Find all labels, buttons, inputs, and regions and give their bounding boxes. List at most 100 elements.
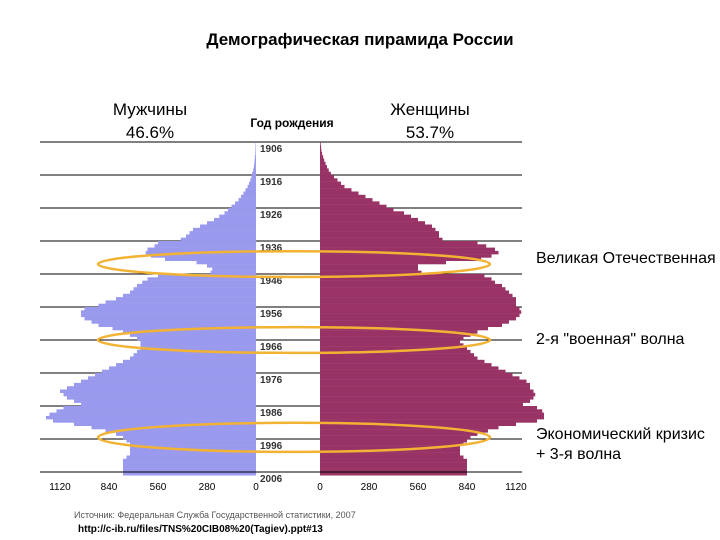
bar-women [320, 429, 488, 433]
bar-women [320, 465, 467, 469]
bar-women [320, 257, 481, 261]
bar-men [147, 277, 256, 281]
bar-men [228, 208, 256, 212]
men-label: Мужчины [112, 100, 188, 119]
bar-women [320, 330, 478, 334]
bar-men [240, 194, 256, 199]
bar-men [123, 359, 256, 364]
bar-men [140, 343, 256, 347]
bar-men [214, 217, 256, 222]
bar-women [320, 267, 418, 271]
bar-women [320, 208, 394, 212]
bar-women [320, 184, 345, 189]
bar-men [123, 472, 256, 476]
bar-men [98, 303, 256, 308]
bar-women [320, 168, 329, 172]
highlight-ellipse [96, 325, 492, 355]
bar-women [320, 231, 439, 235]
bar-women [320, 396, 534, 400]
bar-women [320, 280, 495, 285]
annotation-economic-crisis: Экономический кризис + 3-я волна [536, 426, 705, 463]
bar-women [320, 161, 326, 166]
bar-men [60, 389, 256, 393]
year-tick-label: 1936 [260, 243, 283, 254]
bar-men [210, 270, 256, 275]
bar-men [250, 178, 256, 182]
bar-men [130, 290, 256, 294]
bar-men [84, 307, 256, 311]
bar-women [320, 419, 537, 423]
bar-women [320, 247, 495, 252]
bar-women [320, 336, 464, 341]
bar-men [81, 310, 256, 314]
annotation-second-war-wave: 2-я "военная" волна [536, 331, 685, 348]
bar-women [320, 241, 478, 245]
bar-men [67, 396, 256, 400]
bar-men [253, 168, 256, 172]
year-tick-label: 1906 [260, 144, 283, 155]
bar-men [154, 244, 256, 248]
bar-women [320, 148, 322, 153]
bar-men [189, 231, 256, 235]
bar-women [320, 468, 467, 473]
bar-women [320, 359, 485, 364]
bar-women [320, 379, 527, 384]
year-tick-label: 1956 [260, 309, 283, 320]
bar-men [140, 346, 256, 351]
bar-men [130, 356, 256, 360]
bar-women [320, 244, 487, 248]
bar-women [320, 181, 341, 186]
bar-men [91, 425, 256, 430]
chart-title: Демографическая пирамида России [206, 30, 514, 49]
bar-men [130, 442, 256, 446]
bar-men [249, 181, 256, 186]
bar-men [133, 287, 256, 291]
birth-year-axis-label: Год рождения [250, 116, 334, 130]
bar-women [320, 155, 324, 159]
bar-women [320, 439, 467, 443]
bar-men [105, 300, 256, 304]
bar-women [320, 472, 467, 476]
bar-women [320, 293, 513, 298]
source-url: http://c-ib.ru/files/TNS%20CIB08%20(Tagi… [78, 524, 323, 535]
bar-men [74, 382, 256, 387]
bar-women [320, 224, 432, 228]
bar-women [320, 316, 516, 321]
bar-men [81, 379, 256, 384]
bar-women [320, 425, 499, 430]
bar-women [320, 198, 373, 202]
bar-men [207, 264, 256, 268]
men-share: 46.6% [125, 123, 175, 142]
bar-men [180, 237, 256, 242]
bar-men [130, 333, 256, 337]
bar-women [320, 462, 467, 466]
bar-women [320, 307, 520, 311]
bar-men [74, 399, 256, 403]
bar-women [320, 237, 443, 242]
bar-women [320, 221, 425, 225]
bar-women [320, 409, 543, 413]
bar-men [126, 455, 256, 459]
annotation-great-patriotic-war: Великая Отечественная [536, 250, 716, 267]
bar-men [116, 297, 256, 301]
bar-men [123, 330, 256, 334]
bar-women [320, 211, 404, 215]
bar-women [320, 442, 464, 446]
bar-men [123, 462, 256, 466]
bar-men [98, 323, 256, 327]
bar-women [320, 171, 331, 176]
bar-women [320, 313, 520, 318]
women-label: Женщины [390, 100, 470, 119]
bar-women [320, 412, 544, 417]
x-tick-label-men: 1120 [49, 482, 71, 493]
year-tick-label: 1966 [260, 342, 283, 353]
bar-women [320, 366, 499, 370]
bar-women [320, 458, 467, 463]
bar-women [320, 343, 464, 347]
x-tick-label-men: 280 [199, 482, 216, 493]
bar-women [320, 320, 509, 324]
bar-women [320, 310, 522, 314]
bar-men [56, 409, 256, 413]
x-tick-label-women: 840 [459, 482, 476, 493]
bar-women [320, 402, 523, 407]
